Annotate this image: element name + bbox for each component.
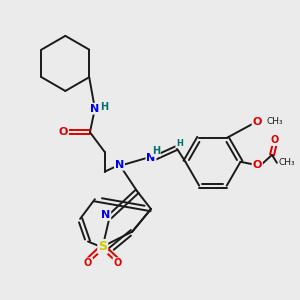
Text: N: N: [101, 210, 110, 220]
Text: N: N: [90, 104, 100, 114]
Text: N: N: [146, 153, 156, 163]
Text: H: H: [152, 146, 160, 156]
Text: O: O: [253, 117, 262, 128]
Text: S: S: [98, 240, 107, 253]
Text: CH₃: CH₃: [266, 117, 283, 126]
Text: O: O: [271, 135, 279, 145]
Text: O: O: [59, 127, 68, 137]
Text: O: O: [84, 258, 92, 268]
Text: O: O: [253, 160, 262, 170]
Text: CH₃: CH₃: [279, 158, 296, 167]
Text: H: H: [176, 139, 183, 148]
Text: N: N: [115, 160, 124, 170]
Text: O: O: [113, 258, 122, 268]
Text: H: H: [100, 102, 108, 112]
